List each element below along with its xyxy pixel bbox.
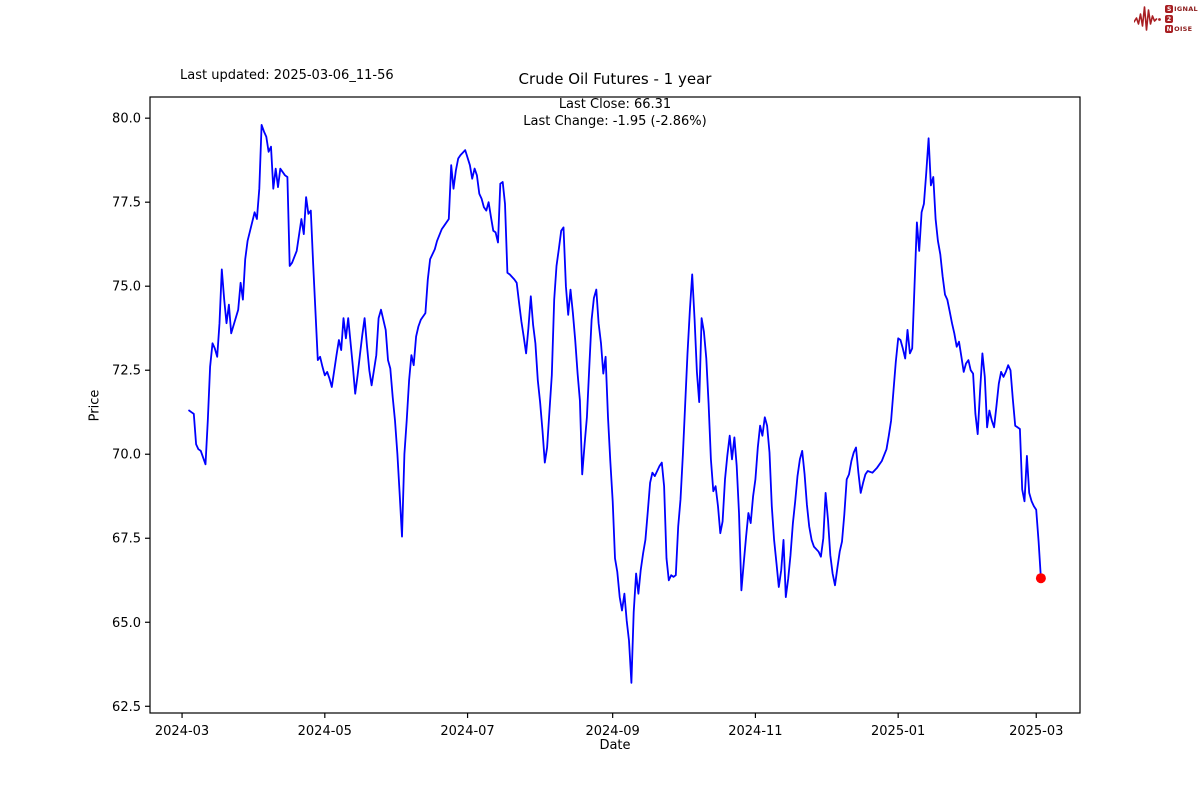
x-tick-label: 2025-03 [1009, 724, 1063, 739]
y-axis-label: Price [87, 389, 103, 422]
signal2noise-logo: S IGNAL 2 N OISE [1134, 3, 1198, 35]
logo-text: S IGNAL 2 N OISE [1165, 5, 1198, 34]
last-point-marker [1035, 573, 1046, 584]
chart-annotation: Last Close: 66.31 Last Change: -1.95 (-2… [150, 96, 1080, 130]
x-tick-label: 2024-09 [585, 724, 639, 739]
last-close-text: Last Close: 66.31 [558, 97, 672, 112]
logo-badge-2: 2 [1165, 15, 1174, 23]
x-tick-label: 2024-07 [440, 724, 494, 739]
logo-badge-s: S [1165, 5, 1174, 13]
logo-row-noise: N OISE [1165, 25, 1193, 33]
logo-badge-n: N [1165, 25, 1174, 33]
y-tick-label: 65.0 [112, 616, 141, 631]
logo-row-2: 2 [1165, 15, 1198, 24]
y-tick-label: 67.5 [112, 532, 141, 547]
price-line [188, 124, 1042, 684]
x-tick-label: 2025-01 [871, 724, 925, 739]
x-tick-label: 2024-11 [728, 724, 782, 739]
chart-title: Crude Oil Futures - 1 year [518, 70, 712, 88]
y-tick-label: 62.5 [112, 700, 141, 715]
last-updated-text: Last updated: 2025-03-06_11-56 [180, 68, 394, 83]
x-tick-label: 2024-05 [298, 724, 352, 739]
axes-border [149, 96, 1081, 714]
last-change-text: Last Change: -1.95 (-2.86%) [523, 114, 707, 129]
y-tick-label: 75.0 [112, 280, 141, 295]
y-tick-label: 70.0 [112, 448, 141, 463]
y-tick-label: 80.0 [112, 112, 141, 127]
y-tick-label: 77.5 [112, 196, 141, 211]
x-axis-label: Date [599, 738, 631, 753]
waveform-icon [1134, 6, 1162, 31]
x-tick-label: 2024-03 [155, 724, 209, 739]
logo-row-signal: S IGNAL [1165, 5, 1198, 13]
y-tick-label: 72.5 [112, 364, 141, 379]
